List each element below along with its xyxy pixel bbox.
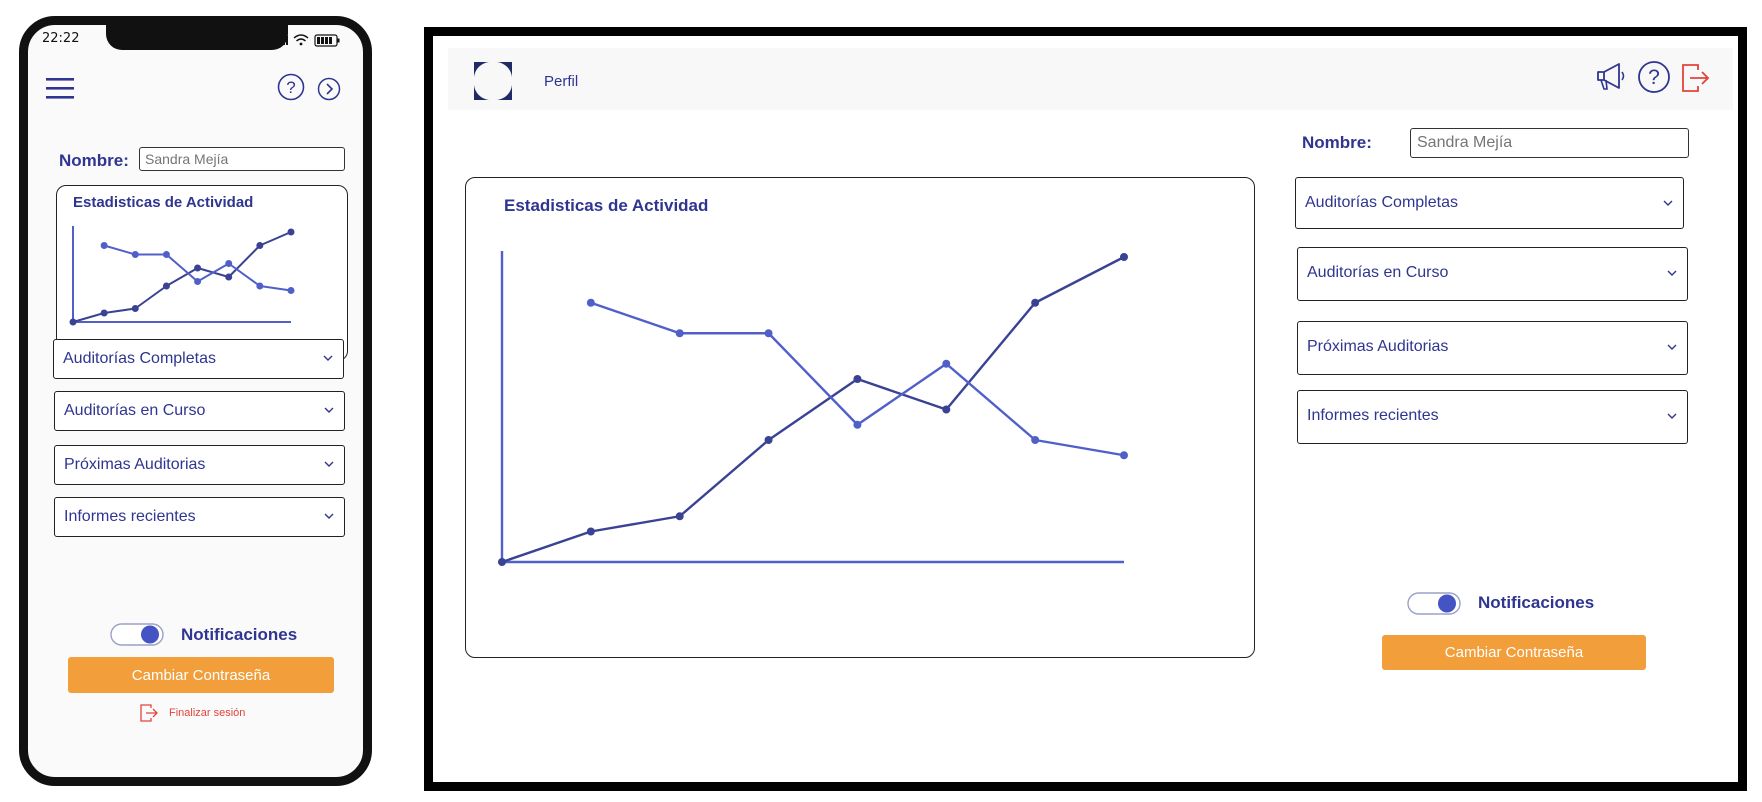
status-bar-icons bbox=[277, 34, 340, 47]
dropdown-label: Próximas Auditorias bbox=[64, 456, 206, 473]
dropdown-auditorias-en-curso[interactable]: Auditorías en Curso bbox=[1297, 247, 1688, 301]
chevron-down-icon bbox=[324, 461, 334, 467]
activity-chart-card: Estadisticas de Actividad bbox=[56, 185, 348, 361]
series-2-point-4 bbox=[194, 278, 202, 285]
series-2-point-3 bbox=[162, 251, 170, 258]
series-1-point-5 bbox=[194, 264, 202, 272]
chevron-right-circle-icon[interactable] bbox=[317, 77, 341, 101]
dropdown-proximas-auditorias[interactable]: Próximas Auditorias bbox=[54, 445, 345, 485]
series-1-point-7 bbox=[1031, 298, 1040, 307]
series-1-point-1 bbox=[498, 558, 506, 566]
name-label: Nombre: bbox=[59, 151, 129, 170]
chevron-down-icon bbox=[1663, 200, 1673, 206]
mobile-frame: 22:22 ? Nombre: Estadisticas de Activida… bbox=[19, 16, 372, 786]
logout-label: Finalizar sesión bbox=[169, 707, 246, 719]
notifications-label: Notificaciones bbox=[1478, 593, 1595, 612]
chevron-down-icon bbox=[324, 407, 334, 413]
name-input[interactable] bbox=[139, 147, 345, 171]
phone-notch bbox=[106, 25, 288, 50]
nav-perfil[interactable]: Perfil bbox=[544, 73, 579, 90]
series-2-point-5 bbox=[942, 359, 951, 368]
activity-chart-mobile bbox=[69, 226, 295, 326]
series-1-point-6 bbox=[942, 405, 951, 414]
series-1-point-7 bbox=[256, 242, 264, 249]
series-1-point-8 bbox=[1120, 253, 1128, 261]
series-2-point-2 bbox=[675, 329, 684, 338]
series-2-point-5 bbox=[225, 260, 233, 267]
change-password-button[interactable]: Cambiar Contraseña bbox=[68, 657, 334, 693]
activity-chart-desktop bbox=[498, 251, 1128, 566]
status-time: 22:22 bbox=[42, 31, 80, 46]
dropdown-label: Auditorías Completas bbox=[63, 350, 216, 367]
series-1-point-5 bbox=[853, 375, 862, 383]
activity-chart-card: Estadisticas de Actividad bbox=[465, 177, 1255, 658]
series-2-point-7 bbox=[287, 287, 295, 294]
chevron-down-icon bbox=[1667, 344, 1677, 350]
chart-title: Estadisticas de Actividad bbox=[73, 194, 254, 211]
dropdown-informes-recientes[interactable]: Informes recientes bbox=[54, 497, 345, 537]
question-circle-icon[interactable]: ? bbox=[277, 73, 305, 101]
exit-door-icon bbox=[140, 704, 158, 722]
dropdown-label: Informes recientes bbox=[64, 508, 196, 525]
exit-door-icon[interactable] bbox=[1680, 62, 1712, 94]
dropdown-auditorias-en-curso[interactable]: Auditorías en Curso bbox=[54, 391, 345, 431]
svg-text:?: ? bbox=[1648, 66, 1660, 89]
dropdown-proximas-auditorias[interactable]: Próximas Auditorias bbox=[1297, 321, 1688, 375]
series-1-point-6 bbox=[225, 273, 233, 281]
series-2-point-4 bbox=[853, 420, 862, 429]
chevron-down-icon bbox=[324, 513, 334, 519]
logo-icon bbox=[474, 62, 512, 100]
series-2-point-6 bbox=[256, 282, 264, 290]
chevron-down-icon bbox=[323, 355, 333, 361]
dropdown-auditorias-completas[interactable]: Auditorías Completas bbox=[53, 339, 344, 379]
series-2-point-3 bbox=[764, 329, 773, 338]
dropdown-label: Auditorías en Curso bbox=[64, 402, 206, 419]
notifications-toggle[interactable] bbox=[110, 623, 164, 646]
series-1-line bbox=[501, 255, 1125, 564]
chevron-down-icon bbox=[1667, 413, 1677, 419]
name-label: Nombre: bbox=[1302, 133, 1372, 152]
svg-text:?: ? bbox=[286, 78, 295, 97]
megaphone-icon[interactable] bbox=[1595, 61, 1627, 93]
desktop-frame: Perfil ? Nombre: Estadisticas de Activid… bbox=[424, 27, 1747, 791]
series-2-point-1 bbox=[100, 242, 108, 249]
series-1-point-1 bbox=[69, 318, 77, 326]
series-2-point-2 bbox=[131, 251, 139, 258]
change-password-button[interactable]: Cambiar Contraseña bbox=[1382, 635, 1646, 670]
series-1-point-3 bbox=[131, 305, 139, 312]
dropdown-label: Informes recientes bbox=[1307, 407, 1439, 424]
top-header: Perfil ? bbox=[448, 48, 1733, 110]
dropdown-label: Auditorías Completas bbox=[1305, 194, 1458, 211]
name-input[interactable] bbox=[1410, 128, 1689, 158]
chevron-down-icon bbox=[1667, 270, 1677, 276]
notifications-label: Notificaciones bbox=[181, 625, 298, 644]
series-1-line bbox=[72, 231, 292, 323]
series-1-point-2 bbox=[100, 309, 108, 317]
question-circle-icon[interactable]: ? bbox=[1637, 60, 1671, 94]
chart-title: Estadisticas de Actividad bbox=[504, 196, 709, 215]
dropdown-informes-recientes[interactable]: Informes recientes bbox=[1297, 390, 1688, 444]
series-1-point-8 bbox=[287, 228, 295, 236]
dropdown-label: Próximas Auditorias bbox=[1307, 338, 1449, 355]
series-1-point-4 bbox=[162, 282, 170, 290]
series-1-point-2 bbox=[586, 527, 595, 536]
series-1-point-4 bbox=[764, 436, 773, 444]
notifications-toggle[interactable] bbox=[1407, 592, 1461, 615]
hamburger-menu-icon[interactable] bbox=[46, 75, 80, 105]
series-1-point-3 bbox=[675, 512, 684, 521]
series-2-point-7 bbox=[1120, 451, 1128, 460]
series-2-point-1 bbox=[586, 298, 595, 307]
series-2-point-6 bbox=[1031, 436, 1040, 444]
dropdown-label: Auditorías en Curso bbox=[1307, 264, 1449, 281]
dropdown-auditorias-completas[interactable]: Auditorías Completas bbox=[1295, 177, 1684, 229]
